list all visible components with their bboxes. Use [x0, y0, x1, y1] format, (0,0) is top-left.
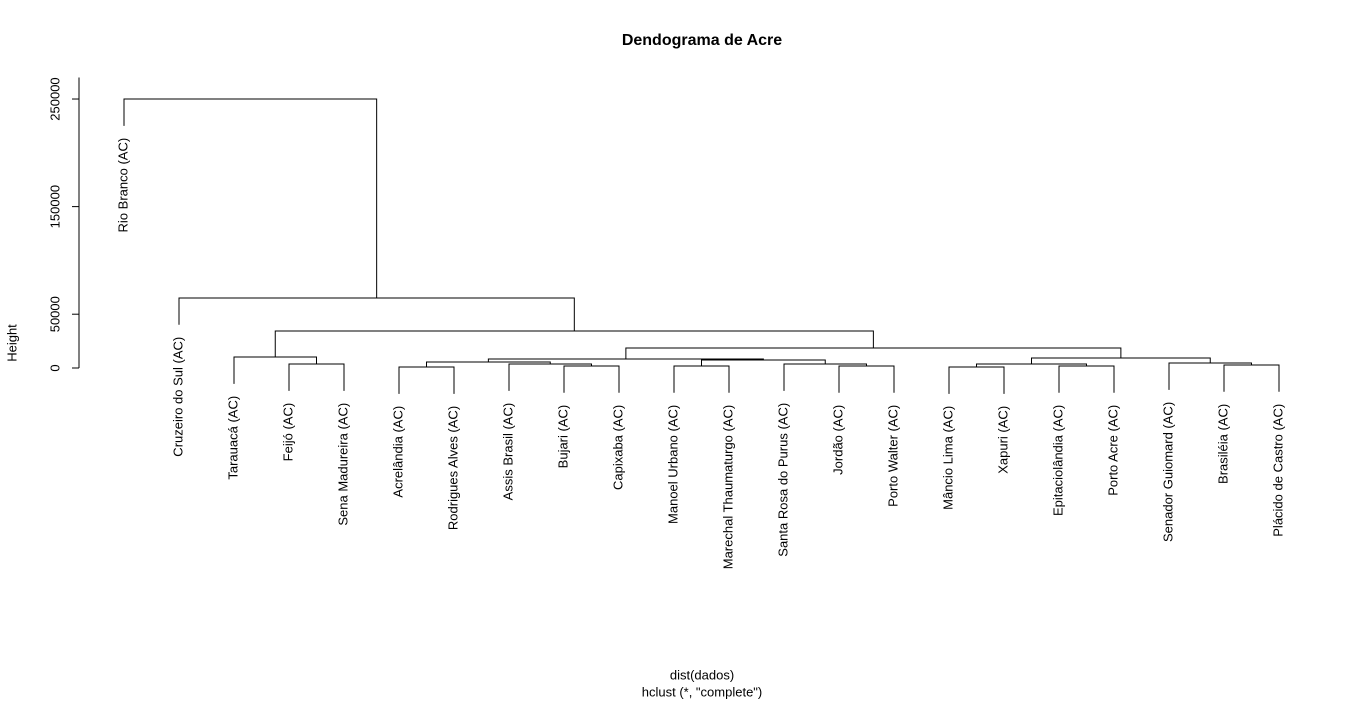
x-axis-label: dist(dados) — [670, 667, 734, 682]
chart-title: Dendograma de Acre — [622, 32, 782, 49]
merge-link — [123, 98, 378, 298]
merge-link — [274, 330, 874, 358]
merge-link — [625, 347, 1122, 359]
leaf-label: Plácido de Castro (AC) — [1270, 404, 1285, 537]
leaf-label: Capixaba (AC) — [610, 405, 625, 490]
leaf-label: Assis Brasil (AC) — [500, 403, 515, 501]
leaf-label: Rio Branco (AC) — [115, 138, 130, 233]
leaf-label: Acrelândia (AC) — [390, 406, 405, 498]
y-tick-label: 250000 — [47, 77, 62, 120]
merge-link — [398, 366, 455, 394]
leaf-label: Porto Acre (AC) — [1105, 405, 1120, 496]
subtitle: hclust (*, "complete") — [642, 684, 763, 699]
merge-link — [426, 361, 551, 368]
merge-link — [233, 356, 317, 384]
merge-link — [178, 297, 575, 331]
merge-link — [1223, 364, 1280, 392]
leaf-label: Mâncio Lima (AC) — [940, 406, 955, 510]
leaf-label: Santa Rosa do Purus (AC) — [775, 403, 790, 557]
leaf-label: Epitaciolândia (AC) — [1050, 405, 1065, 516]
leaf-label: Xapuri (AC) — [995, 406, 1010, 474]
y-tick-label: 50000 — [47, 296, 62, 332]
merge-link — [288, 363, 345, 391]
leaf-label: Jordão (AC) — [830, 405, 845, 475]
merge-link — [673, 365, 730, 393]
leaf-label: Brasiléia (AC) — [1215, 404, 1230, 484]
merge-link — [508, 363, 592, 391]
leaf-label: Cruzeiro do Sul (AC) — [170, 337, 185, 457]
leaf-label: Tarauacá (AC) — [225, 396, 240, 480]
merge-link — [563, 365, 620, 393]
merge-link — [948, 366, 1005, 394]
leaf-label: Sena Madureira (AC) — [335, 403, 350, 526]
leaf-label: Bujari (AC) — [555, 405, 570, 469]
merge-link — [701, 359, 826, 366]
y-axis-label: Height — [4, 324, 19, 362]
merge-link — [1031, 357, 1211, 365]
leaf-label: Feijó (AC) — [280, 403, 295, 462]
merge-link — [783, 363, 867, 391]
leaf-label: Porto Walter (AC) — [885, 405, 900, 507]
merge-link — [1058, 365, 1115, 393]
leaf-label: Manoel Urbano (AC) — [665, 405, 680, 524]
merge-link — [1168, 362, 1252, 390]
y-tick-label: 0 — [47, 364, 62, 371]
y-tick-label: 150000 — [47, 185, 62, 228]
leaf-label: Marechal Thaumaturgo (AC) — [720, 405, 735, 570]
leaf-label: Rodrigues Alves (AC) — [445, 406, 460, 530]
leaf-label: Senador Guiomard (AC) — [1160, 402, 1175, 542]
merge-link — [838, 365, 895, 393]
